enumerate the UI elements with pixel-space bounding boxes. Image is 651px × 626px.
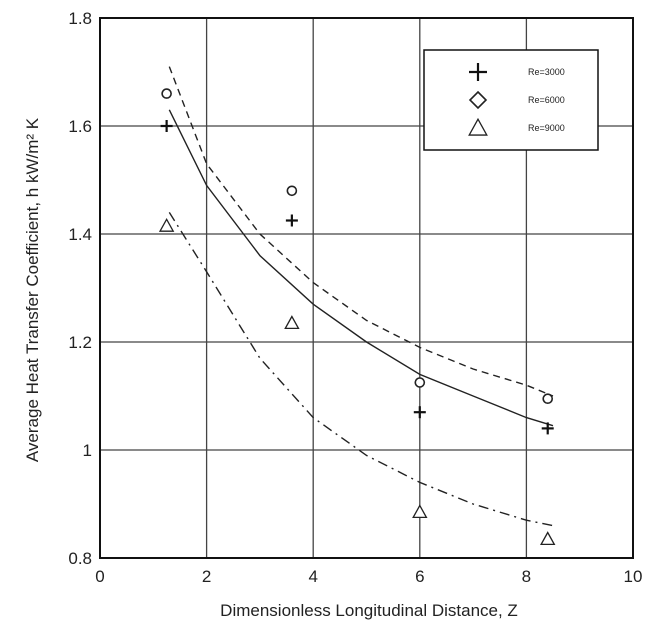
legend-item: Re=9000	[468, 117, 565, 136]
y-tick-label: 1.6	[68, 117, 92, 136]
fit-curves	[168, 66, 554, 527]
legend-label: Re=6000	[528, 95, 565, 105]
legend-box	[423, 49, 599, 151]
x-tick-label: 6	[415, 567, 424, 586]
x-tick-label: 10	[624, 567, 643, 586]
x-tick-label: 0	[95, 567, 104, 586]
legend-item: Re=3000	[469, 63, 565, 81]
x-tick-label: 2	[202, 567, 211, 586]
legend: Re=3000 Re=6000 Re=9000	[423, 49, 599, 151]
data-point-plus	[160, 120, 173, 132]
fit-curve-diamond	[168, 66, 554, 397]
data-point-diamond	[414, 377, 426, 388]
data-points	[158, 88, 556, 546]
x-axis-label: Dimensionless Longitudinal Distance, Z	[220, 601, 518, 620]
legend-item: Re=6000	[468, 90, 565, 110]
plot-frame	[99, 17, 634, 559]
legend-marker-diamond	[468, 90, 488, 110]
y-tick-label: 0.8	[68, 549, 92, 568]
fit-curve-triangle	[168, 212, 554, 527]
fit-curve-plus	[168, 109, 554, 427]
x-tick-label: 8	[522, 567, 531, 586]
data-point-plus	[413, 406, 426, 419]
data-point-triangle	[412, 504, 428, 519]
y-tick-label: 1.8	[68, 9, 92, 28]
legend-marker-triangle	[468, 117, 488, 136]
data-point-plus	[285, 214, 298, 227]
x-tick-labels: 0 2 4 6 8 10	[95, 567, 642, 586]
x-tick-label: 4	[308, 567, 317, 586]
data-point-triangle	[540, 531, 556, 546]
y-tick-label: 1.2	[68, 333, 92, 352]
legend-marker-plus	[469, 63, 487, 81]
y-tick-labels: 0.8 1 1.2 1.4 1.6 1.8	[68, 9, 92, 568]
y-tick-label: 1.4	[68, 225, 92, 244]
y-axis-label: Average Heat Transfer Coefficient, h kW/…	[23, 117, 42, 462]
data-point-diamond	[161, 88, 172, 99]
data-point-triangle	[158, 217, 175, 232]
y-tick-label: 1	[83, 441, 92, 460]
data-point-plus	[541, 422, 554, 435]
legend-label: Re=9000	[528, 123, 565, 133]
data-point-triangle	[284, 315, 300, 330]
legend-label: Re=3000	[528, 67, 565, 77]
data-point-diamond	[542, 393, 554, 405]
data-point-diamond	[286, 185, 298, 197]
